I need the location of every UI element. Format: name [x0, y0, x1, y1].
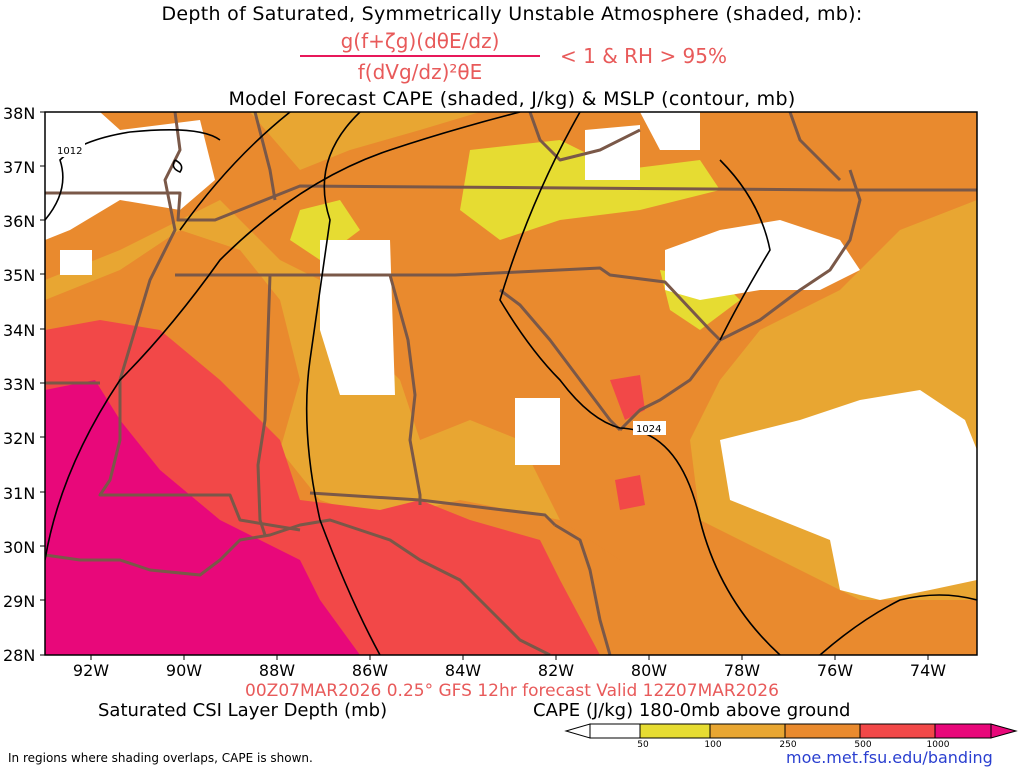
- csi-caption: Saturated CSI Layer Depth (mb): [98, 700, 388, 721]
- colorbar-label: 100: [704, 740, 721, 750]
- lat-label: 32N: [3, 429, 35, 448]
- lat-label: 28N: [3, 646, 35, 665]
- border-35n: [175, 266, 722, 342]
- mslp-contour-west-b: [45, 112, 521, 561]
- lon-label: 84W: [445, 661, 481, 680]
- title-line-3: Model Forecast CAPE (shaded, J/kg) & MSL…: [228, 88, 796, 110]
- valid-time-line: 00Z07MAR2026 0.25° GFS 12hr forecast Val…: [245, 681, 779, 701]
- mslp-contour-1012: [45, 128, 221, 221]
- title-denominator: f(dVg/dz)²θE: [357, 60, 483, 84]
- shaded-field: 1012 1024: [45, 112, 977, 655]
- lon-label: 82W: [538, 661, 574, 680]
- atlantic-coast: [618, 169, 862, 432]
- colorbar-bin: [784, 723, 861, 739]
- cape-shade-magenta: [45, 380, 360, 655]
- border-fl-north: [309, 491, 557, 527]
- colorbar-label: 50: [637, 740, 649, 750]
- colorbar-bin: [639, 723, 711, 739]
- colorbar-bin: [709, 723, 786, 739]
- no-cape-wv: [585, 125, 640, 180]
- mslp-contour-1024: [499, 112, 781, 655]
- lon-label: 86W: [352, 661, 388, 680]
- contour-label-box-1012: [55, 143, 85, 157]
- cape-shade-yellow-tn: [290, 200, 360, 260]
- mslp-contour-central: [305, 112, 381, 655]
- mslp-contour-southeast: [819, 594, 977, 655]
- lon-label: 90W: [166, 661, 202, 680]
- gulf-coast: [45, 518, 551, 655]
- colorbar-bin: [589, 723, 641, 739]
- border-tn-river-north: [253, 112, 277, 201]
- no-cape-arkansas: [60, 250, 92, 275]
- mslp-contours: [45, 112, 977, 655]
- title-fraction: g(f+ζg)(dθE/dz) f(dVg/dz)²θE: [300, 28, 540, 85]
- no-cape-north-carolina: [665, 220, 860, 300]
- lat-label: 30N: [3, 538, 35, 557]
- lat-label: 29N: [3, 592, 35, 611]
- border-36-5n: [45, 184, 977, 222]
- no-cape-georgia: [515, 398, 560, 465]
- mslp-contour-west-a: [179, 112, 291, 231]
- colorbar-label: 500: [854, 740, 871, 750]
- colorbar-label: 250: [779, 740, 796, 750]
- lat-label: 33N: [3, 375, 35, 394]
- mslp-contour-east: [719, 159, 771, 341]
- lat-label: 37N: [3, 158, 35, 177]
- lon-label: 80W: [631, 661, 667, 680]
- lat-label: 38N: [3, 104, 35, 123]
- latitude-axis: 38N 37N 36N 35N 34N 33N 32N 31N 30N 29N …: [3, 104, 45, 665]
- lat-label: 31N: [3, 484, 35, 503]
- lon-label: 78W: [724, 661, 760, 680]
- overlap-note: In regions where shading overlaps, CAPE …: [8, 751, 313, 765]
- lon-label: 76W: [817, 661, 853, 680]
- border-ga-sc: [499, 288, 622, 432]
- florida-east: [554, 523, 612, 655]
- lon-label: 74W: [910, 661, 946, 680]
- no-cape-virginia: [640, 112, 700, 150]
- no-cape-atlantic: [720, 390, 977, 600]
- lat-label: 36N: [3, 212, 35, 231]
- credit-link[interactable]: moe.met.fsu.edu/banding: [786, 748, 993, 767]
- colorbar-label: 1000: [927, 740, 950, 750]
- lat-label: 34N: [3, 321, 35, 340]
- no-cape-northwest: [45, 112, 215, 240]
- border-chesapeake: [788, 112, 842, 182]
- border-ky-wv: [528, 112, 641, 162]
- title-condition: < 1 & RH > 95%: [560, 44, 728, 68]
- lon-label: 92W: [73, 661, 109, 680]
- no-cape-alabama: [320, 240, 395, 395]
- state-borders: [45, 112, 977, 655]
- fraction-bar: [300, 55, 540, 57]
- border-al-ga: [388, 274, 422, 505]
- cape-colorbar: 50 100 250 500 1000: [564, 723, 1018, 750]
- contour-label-1012: 1012: [57, 146, 82, 157]
- cape-shade-yellow-northeast: [460, 140, 720, 240]
- colorbar-end-low: [564, 723, 591, 739]
- cape-shade-red-offshore: [615, 475, 645, 510]
- cape-shade-red-coast: [610, 375, 645, 420]
- colorbar-bin: [859, 723, 936, 739]
- contour-label-1024: 1024: [636, 424, 661, 435]
- lon-label: 88W: [259, 661, 295, 680]
- cape-caption: CAPE (J/kg) 180-0mb above ground: [533, 700, 851, 721]
- mslp-contour-small-loop: [172, 159, 183, 173]
- colorbar-bin: [934, 723, 992, 739]
- title-line-1: Depth of Saturated, Symmetrically Unstab…: [161, 3, 863, 25]
- longitude-axis: 92W 90W 88W 86W 84W 82W 80W 78W 76W 74W: [73, 655, 946, 680]
- title-numerator: g(f+ζg)(dθE/dz): [340, 29, 500, 53]
- contour-label-box-1024: [633, 421, 666, 435]
- colorbar-end-high: [990, 723, 1018, 739]
- lat-label: 35N: [3, 266, 35, 285]
